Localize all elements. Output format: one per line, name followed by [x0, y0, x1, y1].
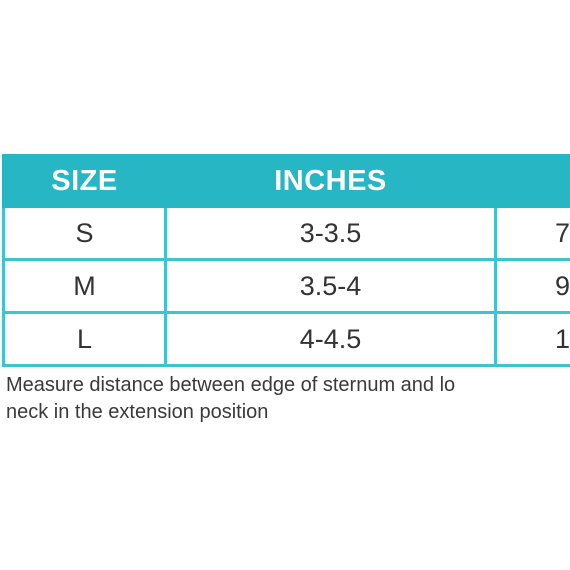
- size-cell: L: [2, 311, 167, 367]
- size-cell: S: [2, 205, 167, 261]
- third-column-cell: 1: [494, 311, 570, 367]
- third-column-cell: 7: [494, 205, 570, 261]
- header-third-column: [494, 154, 570, 208]
- inches-cell: 3-3.5: [164, 205, 497, 261]
- table-row: M 3.5-4 9: [2, 258, 570, 314]
- size-cell: M: [2, 258, 167, 314]
- header-size: SIZE: [2, 154, 167, 208]
- table-row: L 4-4.5 1: [2, 311, 570, 367]
- third-column-cell: 9: [494, 258, 570, 314]
- note-line-1: Measure distance between edge of sternum…: [6, 374, 456, 396]
- header-row: SIZE INCHES: [2, 154, 570, 208]
- header-inches: INCHES: [164, 154, 497, 208]
- measurement-note: Measure distance between edge of sternum…: [6, 372, 570, 426]
- inches-cell: 4-4.5: [164, 311, 497, 367]
- size-chart-table: SIZE INCHES S 3-3.5 7 M 3.5-4 9 L 4-4.5 …: [2, 154, 570, 367]
- note-line-2: neck in the extension position: [6, 401, 269, 423]
- table-row: S 3-3.5 7: [2, 205, 570, 261]
- inches-cell: 3.5-4: [164, 258, 497, 314]
